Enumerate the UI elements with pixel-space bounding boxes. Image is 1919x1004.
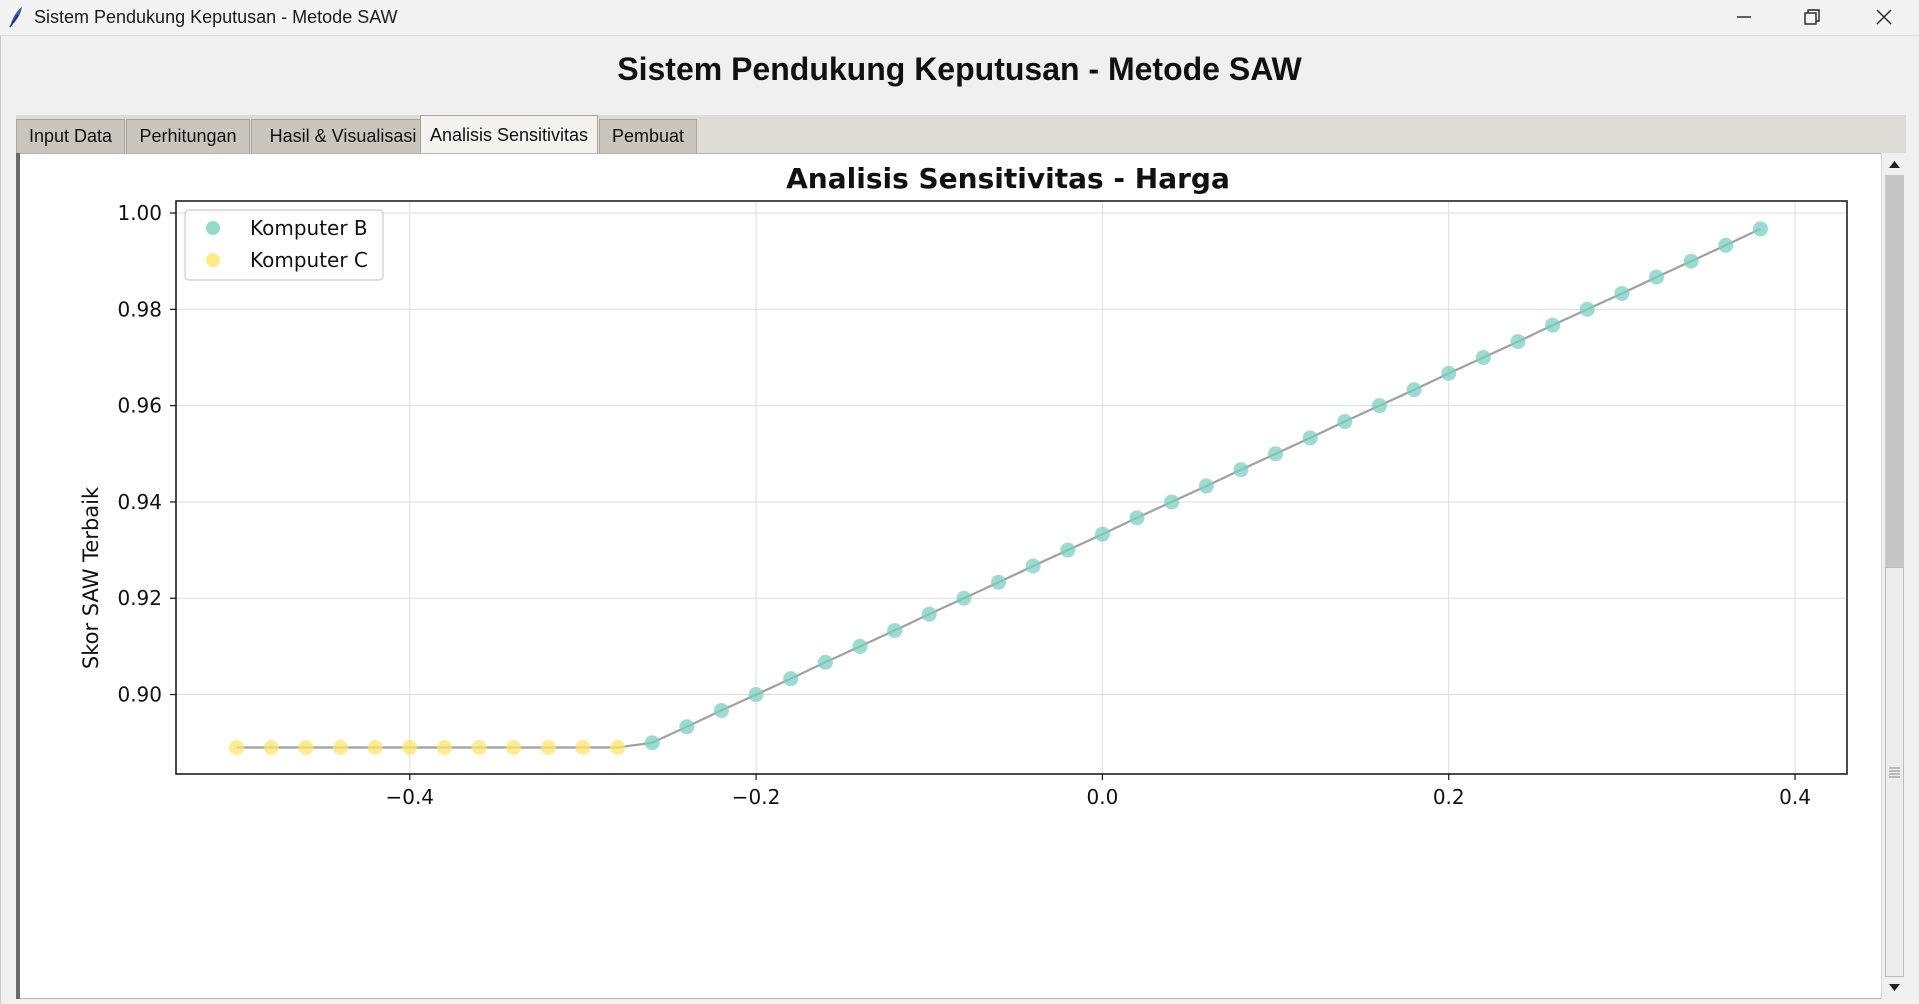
point-komputer-b — [991, 574, 1007, 590]
legend-label-komputer-c: Komputer C — [250, 248, 368, 272]
y-tick-label: 1.00 — [117, 201, 162, 225]
point-komputer-b — [1129, 510, 1145, 526]
point-komputer-b — [1025, 558, 1041, 574]
chart-title: Analisis Sensitivitas - Harga — [786, 162, 1230, 195]
x-tick-label: 0.2 — [1433, 785, 1465, 809]
scrollbar-trough[interactable] — [1885, 175, 1904, 567]
feather-icon — [9, 7, 22, 28]
sensitivity-line — [236, 227, 1761, 749]
close-button[interactable] — [1850, 0, 1918, 35]
point-komputer-b — [1441, 365, 1457, 381]
tab-hasil-visualisasi[interactable]: Hasil & Visualisasi — [251, 119, 435, 153]
point-komputer-c — [263, 740, 279, 756]
x-tick-label: −0.4 — [385, 785, 434, 809]
point-komputer-b — [1752, 221, 1768, 237]
chart-legend: Komputer B Komputer C — [184, 209, 384, 281]
point-komputer-b — [1545, 317, 1561, 333]
point-komputer-b — [1510, 334, 1526, 350]
minimize-button[interactable] — [1710, 0, 1778, 35]
x-tick-label: −0.2 — [732, 785, 781, 809]
vertical-scrollbar[interactable] — [1881, 153, 1907, 999]
app-heading: Sistem Pendukung Keputusan - Metode SAW — [617, 51, 1302, 87]
tab-strip: Input Data Perhitungan Hasil & Visualisa… — [16, 115, 1906, 153]
x-tick-label: 0.0 — [1087, 785, 1119, 809]
point-komputer-c — [229, 740, 245, 756]
point-komputer-b — [1371, 398, 1387, 414]
point-komputer-b — [1164, 494, 1180, 510]
point-komputer-b — [1337, 414, 1353, 430]
y-tick-label: 0.94 — [117, 490, 162, 514]
window-title: Sistem Pendukung Keputusan - Metode SAW — [34, 7, 398, 27]
point-komputer-b — [1718, 237, 1734, 253]
point-komputer-b — [852, 638, 868, 654]
point-komputer-b — [783, 671, 799, 687]
panel-left-edge — [16, 153, 20, 999]
tab-input-data[interactable]: Input Data — [16, 119, 125, 153]
point-komputer-b — [1683, 253, 1699, 269]
point-komputer-b — [1614, 285, 1630, 301]
point-komputer-b — [1579, 301, 1595, 317]
point-komputer-b — [644, 735, 660, 751]
point-komputer-b — [1198, 478, 1214, 494]
y-axis-label: Skor SAW Terbaik — [79, 486, 103, 669]
point-komputer-b — [1233, 462, 1249, 478]
point-komputer-b — [887, 623, 903, 639]
plot-area — [175, 200, 1848, 775]
y-tick-label: 0.98 — [117, 297, 162, 321]
point-komputer-c — [298, 740, 314, 756]
point-komputer-c — [506, 740, 522, 756]
sensitivity-chart: −0.4 −0.2 0.0 0.2 0.4 0.90 0.92 0.94 0.96 0.98 1.0… — [79, 162, 1848, 809]
point-komputer-c — [333, 740, 349, 756]
point-komputer-b — [1268, 446, 1284, 462]
legend-marker-komputer-b — [206, 221, 220, 235]
legend-marker-komputer-c — [206, 253, 220, 267]
triangle-up-icon — [1889, 161, 1900, 168]
point-komputer-c — [471, 740, 487, 756]
point-komputer-b — [1060, 542, 1076, 558]
point-komputer-b — [748, 687, 764, 703]
y-tick-label: 0.92 — [117, 586, 162, 610]
point-komputer-b — [956, 590, 972, 606]
point-komputer-c — [436, 740, 452, 756]
point-komputer-c — [540, 740, 556, 756]
scrollbar-thumb[interactable] — [1885, 567, 1904, 977]
minimize-icon — [1737, 16, 1751, 18]
tab-pembuat[interactable]: Pembuat — [599, 119, 697, 153]
window-titlebar: Sistem Pendukung Keputusan - Metode SAW — [0, 0, 1919, 36]
triangle-down-icon — [1889, 984, 1900, 991]
content-panel — [16, 153, 1906, 999]
grip-icon — [1889, 767, 1900, 778]
legend-label-komputer-b: Komputer B — [250, 216, 368, 240]
point-komputer-b — [1649, 269, 1665, 285]
point-komputer-b — [1475, 349, 1491, 365]
restore-icon — [1804, 9, 1820, 25]
point-komputer-c — [367, 740, 383, 756]
point-komputer-b — [921, 606, 937, 622]
point-komputer-b — [1094, 526, 1110, 542]
point-komputer-b — [713, 702, 729, 718]
scroll-up-button[interactable] — [1882, 153, 1907, 175]
restore-button[interactable] — [1778, 0, 1846, 35]
point-komputer-c — [610, 740, 626, 756]
point-komputer-b — [817, 654, 833, 670]
y-tick-label: 0.96 — [117, 394, 162, 418]
tab-analisis-sensitivitas[interactable]: Analisis Sensitivitas — [420, 115, 598, 153]
scroll-down-button[interactable] — [1882, 977, 1907, 999]
x-tick-label: 0.4 — [1779, 785, 1811, 809]
tab-perhitungan[interactable]: Perhitungan — [126, 119, 250, 153]
point-komputer-b — [1406, 382, 1422, 398]
y-tick-label: 0.90 — [117, 683, 162, 707]
point-komputer-b — [679, 719, 695, 735]
point-komputer-c — [402, 740, 418, 756]
point-komputer-c — [575, 740, 591, 756]
point-komputer-b — [1302, 430, 1318, 446]
close-icon — [1876, 9, 1892, 25]
